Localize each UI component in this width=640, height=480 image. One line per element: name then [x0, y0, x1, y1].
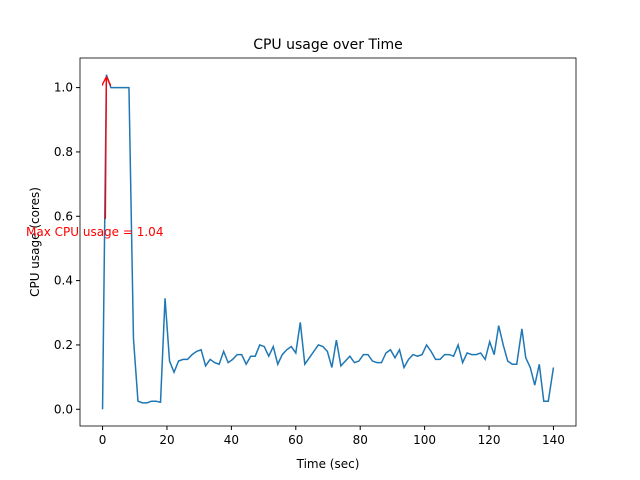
y-tick-label: 0.8	[54, 145, 73, 159]
data-line	[101, 74, 555, 410]
y-tick-label: 0.4	[54, 274, 73, 288]
x-tick-label: 60	[288, 433, 303, 447]
x-tick-label: 0	[99, 433, 107, 447]
plot-frame	[79, 57, 577, 427]
x-tick-label: 100	[413, 433, 436, 447]
x-tick-label: 120	[478, 433, 501, 447]
annotation-arrow	[105, 77, 106, 220]
annotation-text: Max CPU usage = 1.04	[26, 225, 163, 239]
x-axis-label: Time (sec)	[296, 457, 360, 471]
x-tick-label: 80	[353, 433, 368, 447]
y-tick-label: 0.0	[54, 402, 73, 416]
y-tick-label: 0.2	[54, 338, 73, 352]
x-tick-label: 140	[542, 433, 565, 447]
y-tick-label: 0.6	[54, 209, 73, 223]
x-tick-label: 20	[159, 433, 174, 447]
y-axis-label: CPU usage (cores)	[28, 187, 42, 297]
y-tick-label: 1.0	[54, 81, 73, 95]
x-tick-label: 40	[224, 433, 239, 447]
chart-title: CPU usage over Time	[253, 37, 403, 53]
